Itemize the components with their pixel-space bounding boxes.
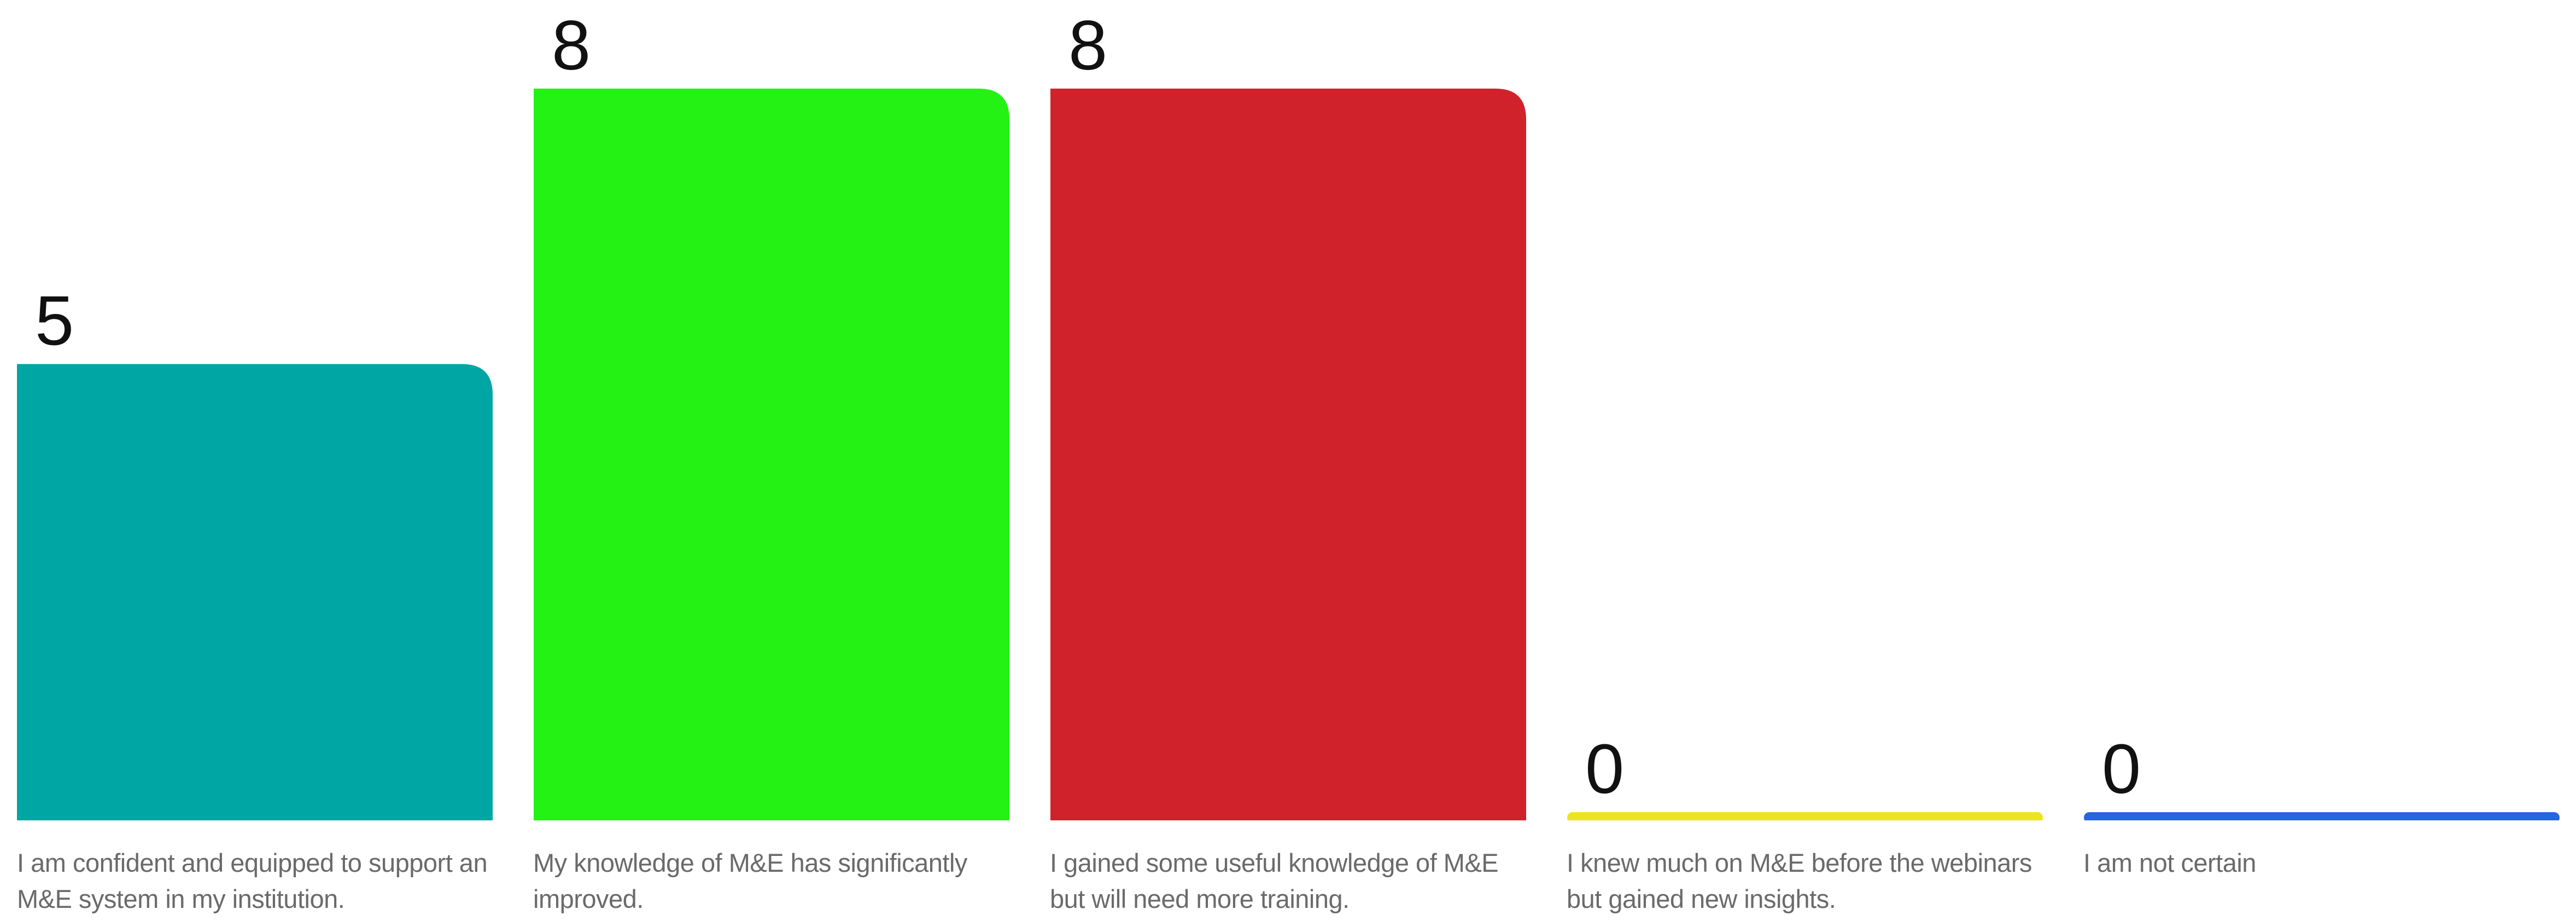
bar-improved [534, 89, 1009, 823]
value-label-improved: 8 [552, 7, 591, 85]
value-label-not-certain: 0 [2102, 730, 2141, 808]
chart-canvas: 5 8 8 0 0 [17, 7, 2560, 823]
value-label-confident: 5 [35, 282, 74, 360]
category-label-more-training: I gained some useful knowledge of M&E bu… [1050, 848, 1499, 913]
value-label-new-insights: 0 [1585, 730, 1624, 808]
bar-new-insights [1567, 812, 2043, 823]
category-label-not-certain: I am not certain [2083, 848, 2256, 877]
bar-more-training [1050, 89, 1526, 823]
bar-confident [17, 364, 493, 823]
value-label-more-training: 8 [1068, 7, 1107, 85]
category-label-new-insights: I knew much on M&E before the webinars b… [1567, 848, 2032, 913]
category-label-confident: I am confident and equipped to support a… [17, 848, 488, 913]
bar-not-certain [2084, 812, 2560, 823]
category-label-improved: My knowledge of M&E has significantly im… [533, 848, 967, 913]
